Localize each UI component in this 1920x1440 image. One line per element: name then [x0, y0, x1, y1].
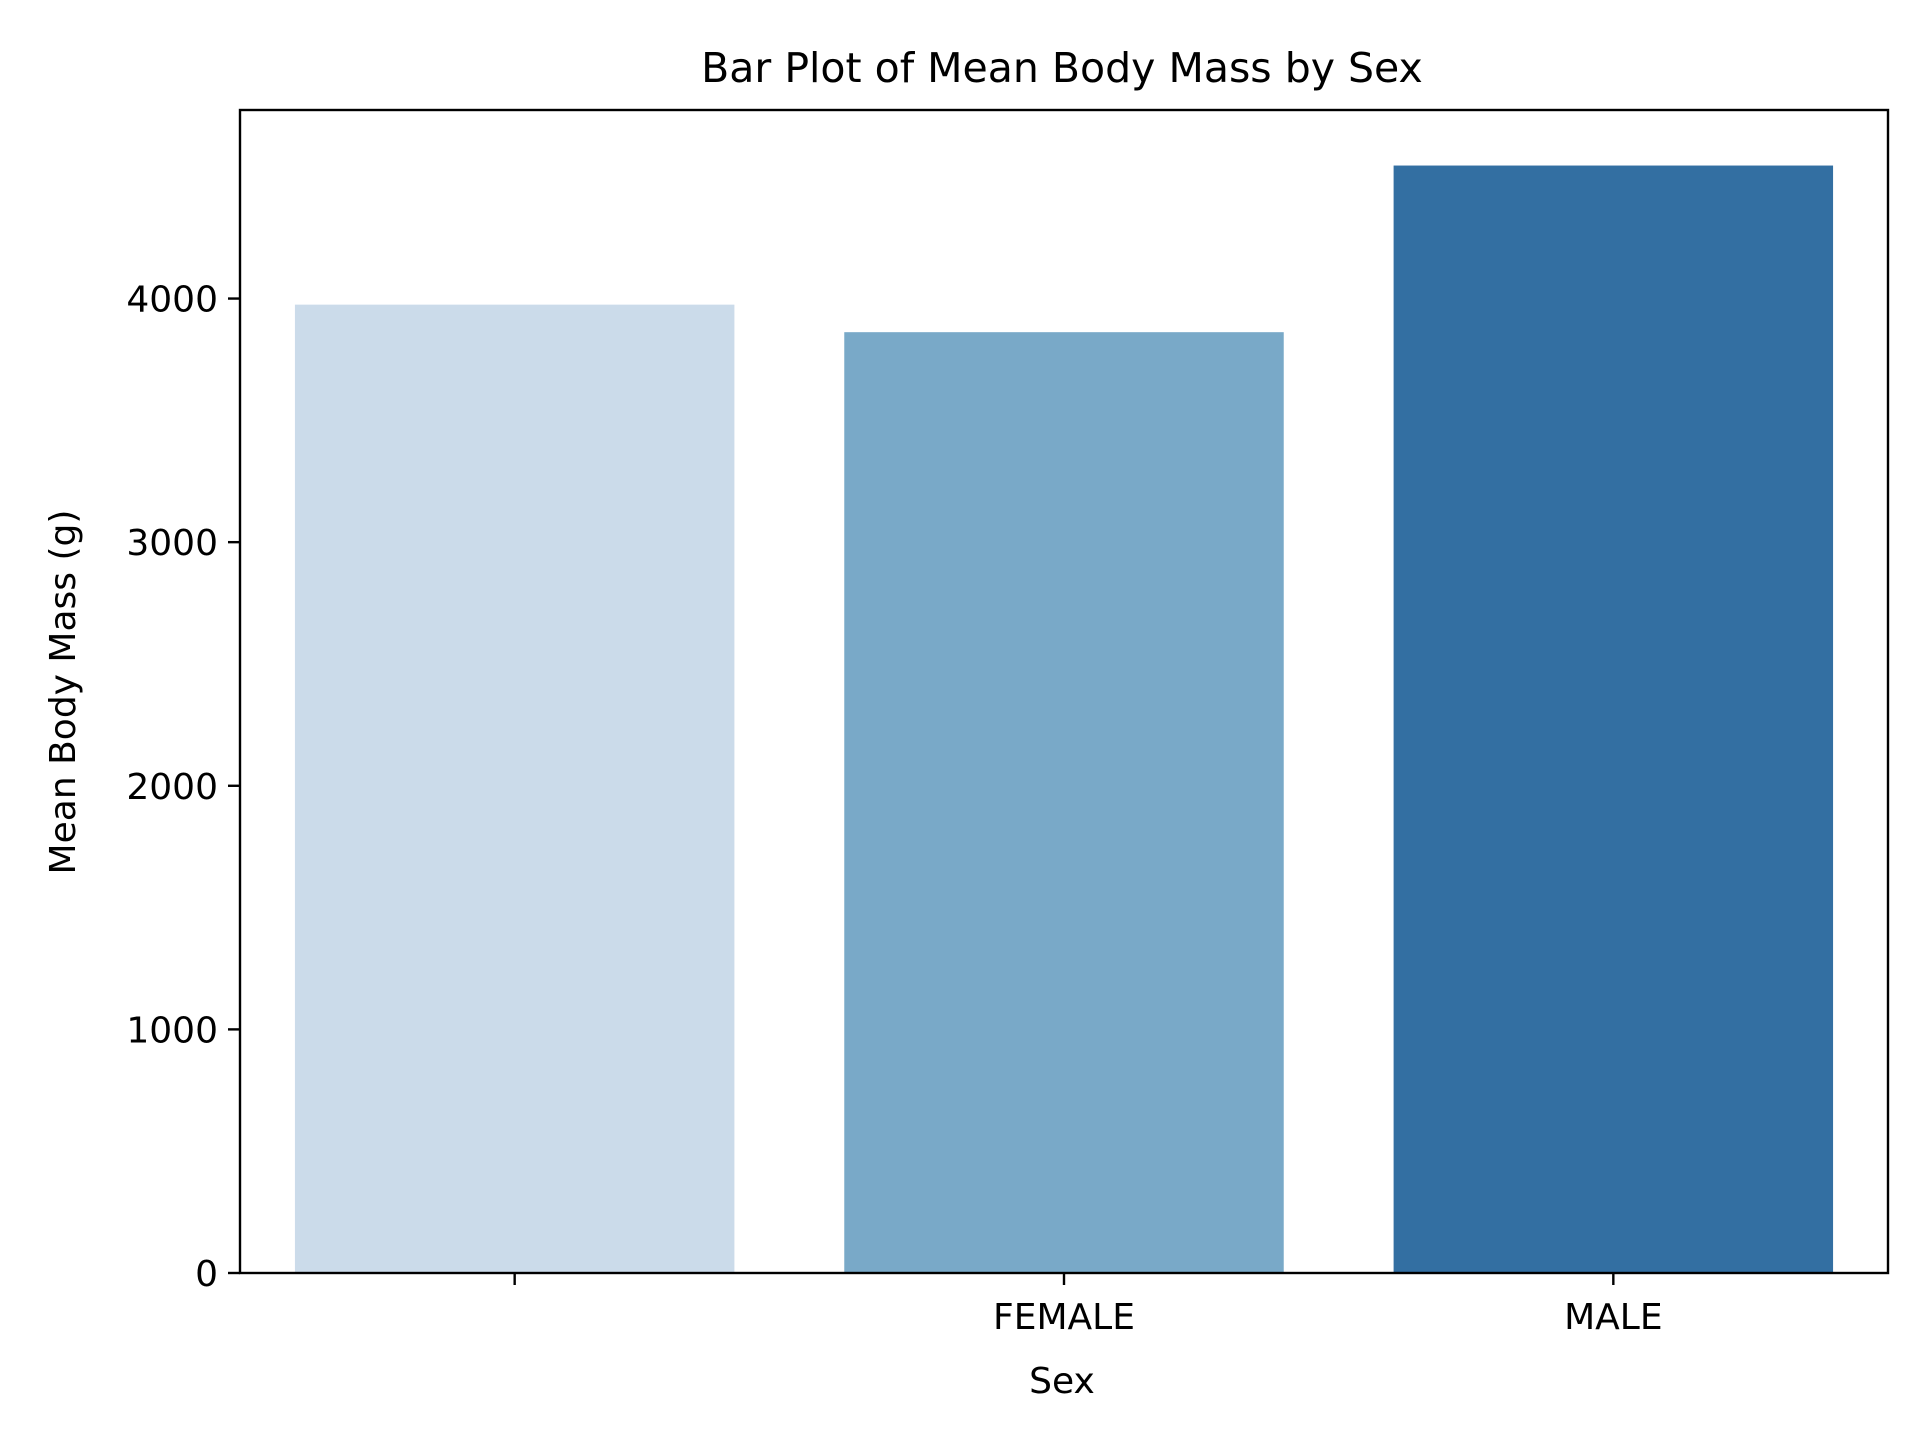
bar-female	[844, 332, 1284, 1273]
bar-blank	[294, 304, 735, 1273]
x-axis-label: Sex	[1029, 1361, 1095, 1402]
y-tick-label: 0	[195, 1254, 218, 1295]
y-tick-label: 1000	[126, 1010, 218, 1051]
y-tick-label: 3000	[126, 523, 218, 564]
y-tick-label: 2000	[126, 767, 218, 808]
y-axis-ticks: 0 1000 2000 3000 4000	[126, 280, 240, 1295]
x-axis-ticks: FEMALE MALE	[513, 1273, 1663, 1338]
bar-male	[1393, 165, 1834, 1274]
x-tick-label: MALE	[1564, 1297, 1663, 1338]
x-tick-label: FEMALE	[993, 1297, 1135, 1338]
bars-group	[294, 165, 1834, 1274]
chart-title: Bar Plot of Mean Body Mass by Sex	[701, 44, 1423, 92]
y-tick-label: 4000	[126, 280, 218, 321]
y-axis-label: Mean Body Mass (g)	[43, 510, 84, 875]
